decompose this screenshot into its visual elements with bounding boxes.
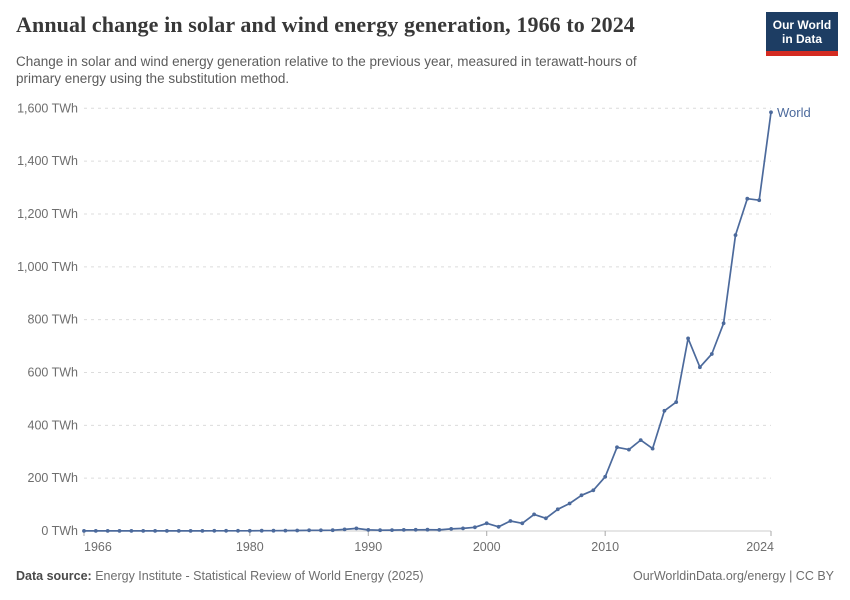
y-axis-label: 1,200 TWh	[17, 207, 78, 221]
data-point[interactable]	[449, 527, 454, 531]
data-point[interactable]	[295, 528, 300, 533]
data-point[interactable]	[390, 528, 394, 532]
y-axis-label: 800 TWh	[28, 313, 79, 327]
series-label-world[interactable]: World	[777, 105, 811, 120]
data-point[interactable]	[745, 196, 750, 201]
page-title: Annual change in solar and wind energy g…	[16, 12, 635, 37]
x-axis-ticks: 1966 1980 1990 2000 2010 2024	[83, 531, 774, 554]
data-point[interactable]	[354, 526, 359, 531]
world-line[interactable]	[83, 111, 772, 532]
data-point[interactable]	[508, 519, 513, 523]
chart-subtitle: Change in solar and wind energy generati…	[16, 53, 756, 87]
gridlines	[83, 107, 771, 532]
data-point[interactable]	[555, 507, 560, 512]
data-source: Data source: Energy Institute - Statisti…	[16, 568, 424, 584]
data-point[interactable]	[544, 516, 548, 521]
data-point[interactable]	[567, 501, 572, 506]
data-point[interactable]	[425, 527, 430, 532]
data-point[interactable]	[153, 529, 158, 533]
data-point[interactable]	[615, 445, 619, 450]
data-point[interactable]	[342, 527, 347, 532]
data-source-text: Energy Institute - Statistical Review of…	[91, 569, 424, 583]
data-point[interactable]	[82, 529, 86, 533]
data-point[interactable]	[627, 447, 631, 452]
data-point[interactable]	[271, 528, 276, 533]
data-point[interactable]	[307, 528, 311, 533]
data-point[interactable]	[520, 521, 525, 526]
data-point[interactable]	[769, 110, 773, 115]
data-point[interactable]	[686, 336, 690, 341]
x-axis-label: 1966	[84, 540, 112, 554]
data-point[interactable]	[141, 529, 146, 533]
data-point[interactable]	[117, 529, 122, 533]
data-point[interactable]	[188, 529, 193, 533]
data-point[interactable]	[212, 528, 217, 533]
logo-line-1: Our World	[772, 18, 832, 32]
data-point[interactable]	[603, 474, 608, 479]
chart-footer: Data source: Energy Institute - Statisti…	[16, 568, 834, 584]
data-point[interactable]	[532, 512, 536, 517]
data-point[interactable]	[224, 528, 229, 533]
data-point[interactable]	[366, 528, 371, 532]
x-axis-label: 2024	[746, 540, 774, 554]
data-point[interactable]	[105, 529, 110, 533]
data-source-label: Data source:	[16, 569, 92, 583]
data-point[interactable]	[93, 529, 98, 533]
data-point[interactable]	[176, 529, 181, 533]
data-point[interactable]	[721, 321, 726, 326]
x-axis-label: 2000	[473, 540, 501, 554]
y-axis-label: 1,600 TWh	[17, 101, 78, 115]
y-axis-label: 1,400 TWh	[17, 154, 78, 168]
attribution-link[interactable]: OurWorldinData.org/energy | CC BY	[632, 569, 834, 583]
data-point[interactable]	[437, 528, 442, 532]
subtitle-line-1: Change in solar and wind energy generati…	[16, 54, 637, 69]
data-point[interactable]	[757, 198, 762, 203]
logo-line-2: in Data	[781, 32, 822, 46]
data-point[interactable]	[698, 365, 702, 370]
data-point[interactable]	[200, 529, 205, 533]
data-point[interactable]	[319, 528, 323, 533]
data-point[interactable]	[283, 528, 288, 533]
data-point[interactable]	[401, 528, 406, 532]
data-point[interactable]	[165, 529, 169, 533]
data-point[interactable]	[484, 521, 489, 526]
data-point[interactable]	[247, 528, 252, 533]
data-point[interactable]	[638, 438, 643, 442]
data-point[interactable]	[650, 446, 655, 451]
owid-logo[interactable]: Our World in Data	[766, 12, 838, 56]
data-point[interactable]	[413, 527, 418, 532]
data-point[interactable]	[591, 488, 596, 493]
data-point[interactable]	[674, 400, 679, 404]
data-point[interactable]	[496, 524, 501, 529]
y-axis-label: 400 TWh	[28, 418, 79, 432]
data-point[interactable]	[378, 528, 382, 533]
data-point[interactable]	[461, 526, 465, 531]
x-axis-label: 1980	[236, 540, 264, 554]
data-series-world[interactable]: World	[82, 105, 811, 533]
y-axis-label: 200 TWh	[28, 471, 79, 485]
data-point[interactable]	[236, 528, 240, 533]
data-point[interactable]	[733, 233, 738, 238]
data-point[interactable]	[709, 352, 714, 356]
data-point[interactable]	[473, 525, 477, 530]
data-point[interactable]	[579, 493, 584, 498]
data-point[interactable]	[662, 408, 667, 413]
data-point[interactable]	[330, 528, 335, 533]
y-axis-label: 0 TWh	[41, 524, 78, 538]
x-axis-label: 1990	[354, 540, 382, 554]
y-axis-labels: 0 TWh 200 TWh 400 TWh 600 TWh 800 TWh 1,000 T…	[17, 101, 78, 538]
x-axis-label: 2010	[591, 540, 619, 554]
subtitle-line-2: primary energy using the substitution me…	[16, 71, 290, 86]
y-axis-label: 1,000 TWh	[17, 260, 78, 274]
data-point[interactable]	[259, 528, 264, 533]
y-axis-label: 600 TWh	[28, 365, 79, 379]
data-point[interactable]	[129, 529, 134, 533]
